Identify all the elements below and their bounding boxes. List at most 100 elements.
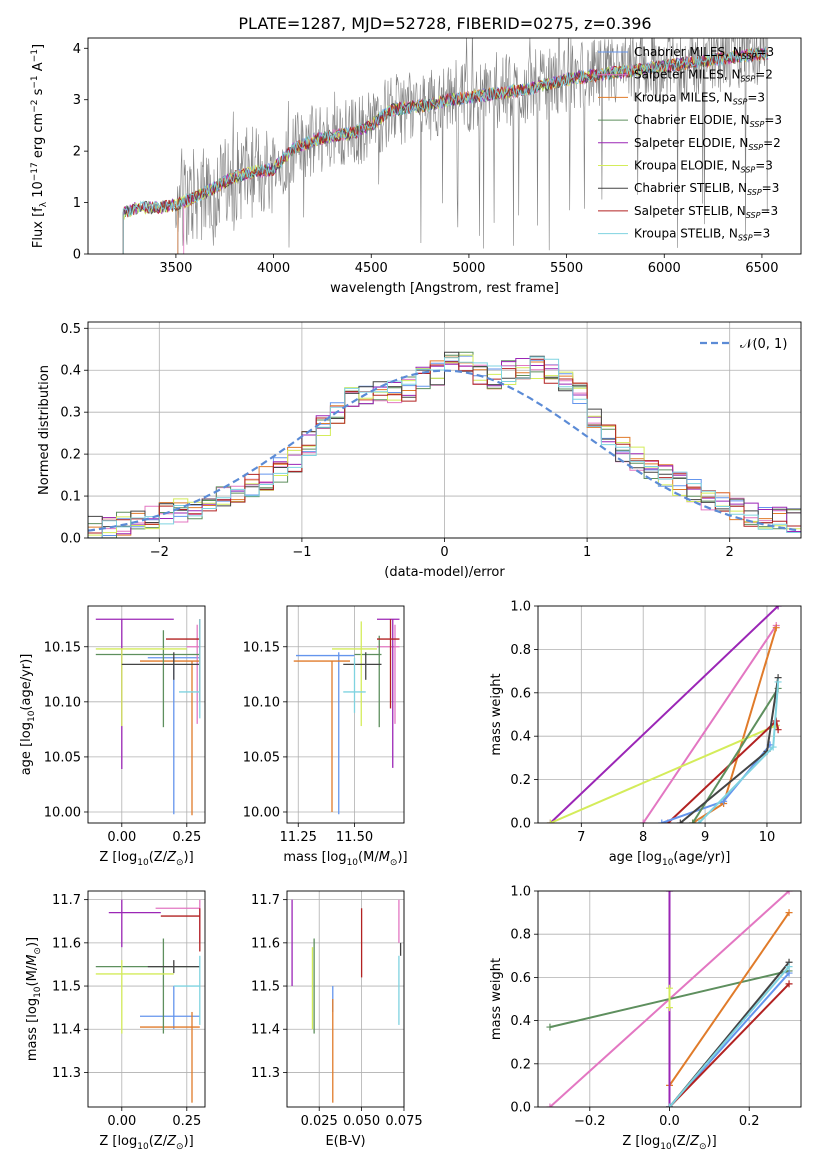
series-marker <box>658 819 666 823</box>
x-axis-label: mass [log10(M/M⊙)] <box>283 850 407 868</box>
label-part: log <box>327 850 347 865</box>
y-axis-label: mass [log10(M/M⊙)] <box>25 937 43 1061</box>
label-part: log <box>642 850 662 865</box>
mass-vs-Z-plot-area <box>95 899 201 1103</box>
y-tick-label: 2 <box>73 145 81 160</box>
label-part: (data-model)/error <box>384 565 505 580</box>
label-part: 10 <box>33 986 43 998</box>
series-line <box>550 724 777 823</box>
label-part: Z [ <box>99 850 117 865</box>
y-tick-label: 0.4 <box>510 1014 531 1029</box>
label-part: SSP <box>733 97 748 106</box>
label-part: age [ <box>19 742 34 775</box>
label-part: −17 <box>30 162 40 181</box>
chart-residuals: −2 −1 0 1 2 0.0 0.1 0.2 0.3 0.4 0.5 (data-model)/er… <box>37 321 802 580</box>
y-tick-label: 11.6 <box>251 936 280 951</box>
x-tick-label: 0.25 <box>172 1114 201 1129</box>
label-part: SSP <box>741 75 756 84</box>
series-marker <box>666 1103 673 1107</box>
x-tick-label: −1 <box>292 545 311 560</box>
series-line <box>668 983 790 1107</box>
label-part: SSP <box>750 120 765 129</box>
series-marker <box>785 963 793 971</box>
label-part: 10 <box>660 1142 672 1152</box>
label-part: SSP <box>741 166 756 175</box>
y-tick-label: 0.0 <box>510 817 531 832</box>
y-tick-label: 10.05 <box>44 750 81 765</box>
y-tick-label: 1.0 <box>510 885 531 900</box>
x-tick-label: 7 <box>577 830 585 845</box>
x-tick-label: 0.00 <box>107 830 136 845</box>
y-axis-label: Normed distribution <box>37 365 52 495</box>
label-part: =2 <box>763 136 781 150</box>
y-tick-label: 0.4 <box>510 730 531 745</box>
label-part: M <box>25 955 40 966</box>
y-tick-label: 0 <box>73 248 81 263</box>
age-vs-mass-plot-area <box>293 618 400 815</box>
label-part: Salpeter STELIB, N <box>634 204 746 218</box>
x-tick-label: 11.50 <box>336 830 373 845</box>
axes-frame <box>87 605 206 824</box>
series-marker <box>769 743 777 751</box>
series-marker <box>666 891 673 895</box>
y-tick-label: 11.7 <box>251 893 280 908</box>
legend-label: Chabrier STELIB, NSSP=3 <box>634 181 779 197</box>
y-tick-label: 10.00 <box>243 805 280 820</box>
label-part: Z [ <box>99 1134 117 1149</box>
x-tick-label: 0.2 <box>739 1114 760 1129</box>
y-axis-label: Flux [fλ 10−17 erg cm−2 s−1 A−1] <box>30 44 49 248</box>
series-marker <box>546 819 554 823</box>
chart-spectrum: 3500 4000 4500 5000 5500 6000 6500 0 1 2 3 4 wavelen… <box>30 37 802 296</box>
series-marker <box>676 819 684 823</box>
legend-label: Salpeter ELODIE, NSSP=2 <box>634 136 781 152</box>
label-part: 10 <box>27 710 37 722</box>
label-part: E(B-V) <box>325 1134 365 1149</box>
label-part: mass [ <box>283 850 326 865</box>
x-axis-label: wavelength [Angstrom, rest frame] <box>330 281 559 296</box>
label-part: Salpeter ELODIE, N <box>634 136 748 150</box>
chart-mass-vs-ebv: 0.025 0.050 0.075 11.3 11.4 11.5 11.6 11.7 E(B-V… <box>251 890 423 1149</box>
age-vs-Z-plot-area <box>95 618 201 816</box>
label-part: Chabrier MILES, N <box>634 45 742 59</box>
x-tick-label: 0.00 <box>107 1114 136 1129</box>
label-part: Flux [f <box>31 207 46 248</box>
series-marker <box>774 678 782 686</box>
label-part: log <box>117 1134 137 1149</box>
label-part: log <box>640 1134 660 1149</box>
label-part: M <box>379 850 390 865</box>
axes-frame <box>87 37 802 255</box>
label-part: Chabrier STELIB, N <box>634 181 747 195</box>
label-part: A <box>31 62 46 75</box>
x-tick-label: 5000 <box>452 261 485 276</box>
y-tick-label: 0.2 <box>60 448 81 463</box>
histogram-kroupa-stelib <box>88 356 801 538</box>
series-line <box>549 606 779 823</box>
legend-label: Kroupa ELODIE, NSSP=3 <box>634 159 773 175</box>
label-part: )] <box>25 937 40 947</box>
legend-label: Kroupa STELIB, NSSP=3 <box>634 227 770 243</box>
weight-vs-Z-plot-area <box>546 891 793 1107</box>
y-tick-label: 0.1 <box>60 490 81 505</box>
residuals-plot-area <box>88 351 801 538</box>
y-axis-label: mass weight <box>489 958 504 1040</box>
label-part: Salpeter MILES, N <box>634 68 741 82</box>
label-part: SSP <box>738 234 753 243</box>
x-tick-label: 0.0 <box>659 1114 680 1129</box>
label-part: ⊙ <box>176 1142 184 1152</box>
label-part: log <box>19 722 34 742</box>
y-tick-label: 0.0 <box>510 1101 531 1116</box>
y-axis-label: age [log10(age/yr)] <box>19 654 37 776</box>
label-part: =2 <box>755 68 773 82</box>
x-tick-label: 5500 <box>550 261 583 276</box>
x-tick-label: 3500 <box>159 261 192 276</box>
label-part: (age/yr)] <box>19 654 34 711</box>
x-tick-label: 0.075 <box>385 1114 422 1129</box>
label-part: (Z/ <box>149 850 168 865</box>
series-marker <box>666 1004 673 1012</box>
y-tick-label: 0.4 <box>60 364 81 379</box>
label-part: SSP <box>742 52 757 61</box>
y-tick-label: 11.4 <box>251 1023 280 1038</box>
x-tick-label: 6500 <box>745 261 778 276</box>
y-axis-label: mass weight <box>489 673 504 755</box>
